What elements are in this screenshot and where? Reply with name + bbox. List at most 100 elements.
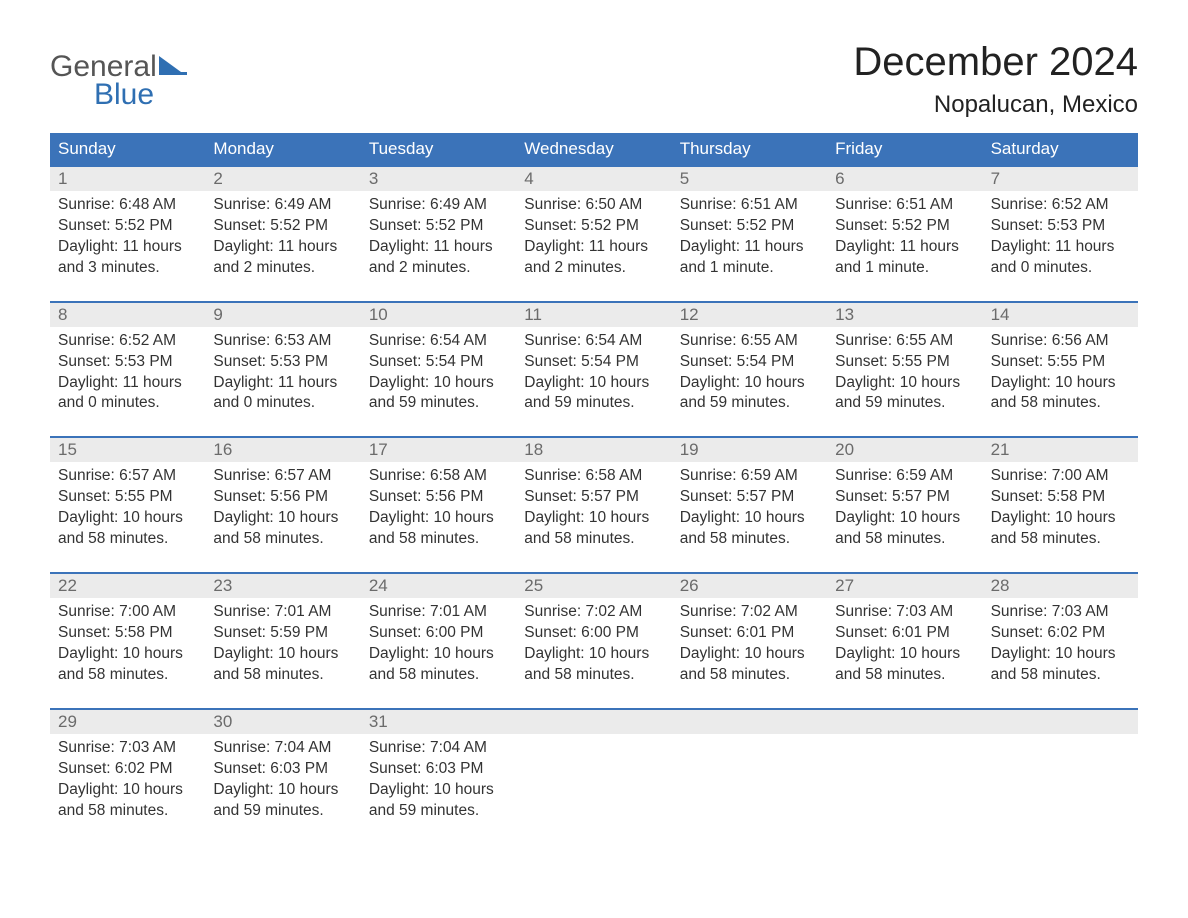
day-number	[672, 710, 827, 734]
sunset-text: Sunset: 6:03 PM	[369, 759, 508, 780]
daylight-text: Daylight: 10 hours and 58 minutes.	[58, 508, 197, 550]
calendar-day-header: Sunday Monday Tuesday Wednesday Thursday…	[50, 133, 1138, 165]
day-cell: Sunrise: 6:59 AMSunset: 5:57 PMDaylight:…	[672, 462, 827, 554]
sunset-text: Sunset: 5:52 PM	[213, 216, 352, 237]
day-cell: Sunrise: 6:57 AMSunset: 5:55 PMDaylight:…	[50, 462, 205, 554]
calendar-week: 22232425262728Sunrise: 7:00 AMSunset: 5:…	[50, 572, 1138, 690]
sunrise-text: Sunrise: 6:55 AM	[835, 331, 974, 352]
day-cell: Sunrise: 6:54 AMSunset: 5:54 PMDaylight:…	[361, 327, 516, 419]
sunset-text: Sunset: 5:55 PM	[835, 352, 974, 373]
daylight-text: Daylight: 10 hours and 58 minutes.	[680, 508, 819, 550]
daylight-text: Daylight: 10 hours and 58 minutes.	[991, 373, 1130, 415]
sunset-text: Sunset: 6:03 PM	[213, 759, 352, 780]
day-number: 28	[983, 574, 1138, 598]
day-cell: Sunrise: 7:03 AMSunset: 6:02 PMDaylight:…	[983, 598, 1138, 690]
sunset-text: Sunset: 5:54 PM	[369, 352, 508, 373]
sunset-text: Sunset: 5:55 PM	[991, 352, 1130, 373]
location-subtitle: Nopalucan, Mexico	[853, 91, 1138, 119]
calendar-week: 891011121314Sunrise: 6:52 AMSunset: 5:53…	[50, 301, 1138, 419]
sunset-text: Sunset: 6:00 PM	[369, 623, 508, 644]
day-number: 17	[361, 438, 516, 462]
day-number: 5	[672, 167, 827, 191]
daylight-text: Daylight: 11 hours and 0 minutes.	[991, 237, 1130, 279]
daylight-text: Daylight: 10 hours and 58 minutes.	[369, 644, 508, 686]
sunrise-text: Sunrise: 6:49 AM	[369, 195, 508, 216]
day-cell: Sunrise: 6:49 AMSunset: 5:52 PMDaylight:…	[361, 191, 516, 283]
day-cell: Sunrise: 7:02 AMSunset: 6:01 PMDaylight:…	[672, 598, 827, 690]
daylight-text: Daylight: 11 hours and 0 minutes.	[213, 373, 352, 415]
sunrise-text: Sunrise: 7:01 AM	[369, 602, 508, 623]
daylight-text: Daylight: 10 hours and 58 minutes.	[991, 508, 1130, 550]
day-number: 2	[205, 167, 360, 191]
day-number: 14	[983, 303, 1138, 327]
daylight-text: Daylight: 11 hours and 1 minute.	[835, 237, 974, 279]
sunset-text: Sunset: 5:55 PM	[58, 487, 197, 508]
sunrise-text: Sunrise: 6:51 AM	[835, 195, 974, 216]
day-number: 20	[827, 438, 982, 462]
sunrise-text: Sunrise: 6:58 AM	[524, 466, 663, 487]
day-number: 29	[50, 710, 205, 734]
day-number: 21	[983, 438, 1138, 462]
sunrise-text: Sunrise: 6:49 AM	[213, 195, 352, 216]
day-label-tuesday: Tuesday	[361, 133, 516, 165]
day-cell	[672, 734, 827, 826]
day-number: 24	[361, 574, 516, 598]
day-number: 11	[516, 303, 671, 327]
sunrise-text: Sunrise: 6:59 AM	[835, 466, 974, 487]
sunrise-text: Sunrise: 7:03 AM	[835, 602, 974, 623]
day-cell: Sunrise: 7:04 AMSunset: 6:03 PMDaylight:…	[361, 734, 516, 826]
daylight-text: Daylight: 10 hours and 58 minutes.	[991, 644, 1130, 686]
sunrise-text: Sunrise: 6:53 AM	[213, 331, 352, 352]
day-cell: Sunrise: 6:51 AMSunset: 5:52 PMDaylight:…	[672, 191, 827, 283]
day-cell: Sunrise: 6:48 AMSunset: 5:52 PMDaylight:…	[50, 191, 205, 283]
sunrise-text: Sunrise: 7:02 AM	[524, 602, 663, 623]
day-cell: Sunrise: 6:51 AMSunset: 5:52 PMDaylight:…	[827, 191, 982, 283]
weeks-container: 1234567Sunrise: 6:48 AMSunset: 5:52 PMDa…	[50, 165, 1138, 825]
sunset-text: Sunset: 6:02 PM	[991, 623, 1130, 644]
daylight-text: Daylight: 10 hours and 58 minutes.	[835, 644, 974, 686]
sunset-text: Sunset: 5:59 PM	[213, 623, 352, 644]
day-cell: Sunrise: 7:00 AMSunset: 5:58 PMDaylight:…	[50, 598, 205, 690]
sunset-text: Sunset: 5:52 PM	[58, 216, 197, 237]
sunrise-text: Sunrise: 6:57 AM	[58, 466, 197, 487]
day-cell: Sunrise: 7:03 AMSunset: 6:02 PMDaylight:…	[50, 734, 205, 826]
sunset-text: Sunset: 5:53 PM	[58, 352, 197, 373]
daylight-text: Daylight: 10 hours and 58 minutes.	[524, 508, 663, 550]
sunset-text: Sunset: 5:57 PM	[680, 487, 819, 508]
day-number: 31	[361, 710, 516, 734]
calendar: Sunday Monday Tuesday Wednesday Thursday…	[50, 133, 1138, 825]
sunset-text: Sunset: 5:57 PM	[524, 487, 663, 508]
flag-icon	[159, 56, 187, 81]
day-number: 3	[361, 167, 516, 191]
daylight-text: Daylight: 10 hours and 59 minutes.	[213, 780, 352, 822]
daylight-text: Daylight: 10 hours and 58 minutes.	[524, 644, 663, 686]
day-cell: Sunrise: 6:54 AMSunset: 5:54 PMDaylight:…	[516, 327, 671, 419]
sunrise-text: Sunrise: 6:52 AM	[991, 195, 1130, 216]
sunset-text: Sunset: 5:53 PM	[213, 352, 352, 373]
daylight-text: Daylight: 10 hours and 59 minutes.	[835, 373, 974, 415]
sunset-text: Sunset: 6:01 PM	[680, 623, 819, 644]
daylight-text: Daylight: 10 hours and 58 minutes.	[369, 508, 508, 550]
day-number: 30	[205, 710, 360, 734]
sunrise-text: Sunrise: 7:00 AM	[991, 466, 1130, 487]
sunrise-text: Sunrise: 6:51 AM	[680, 195, 819, 216]
daylight-text: Daylight: 11 hours and 1 minute.	[680, 237, 819, 279]
day-number: 6	[827, 167, 982, 191]
day-cell: Sunrise: 6:58 AMSunset: 5:56 PMDaylight:…	[361, 462, 516, 554]
daynum-row: 15161718192021	[50, 438, 1138, 462]
day-number: 25	[516, 574, 671, 598]
day-number: 9	[205, 303, 360, 327]
sunset-text: Sunset: 5:56 PM	[213, 487, 352, 508]
day-cell: Sunrise: 6:52 AMSunset: 5:53 PMDaylight:…	[983, 191, 1138, 283]
day-cell: Sunrise: 7:01 AMSunset: 5:59 PMDaylight:…	[205, 598, 360, 690]
page-title: December 2024	[853, 40, 1138, 85]
sunset-text: Sunset: 6:00 PM	[524, 623, 663, 644]
sunrise-text: Sunrise: 6:55 AM	[680, 331, 819, 352]
day-label-wednesday: Wednesday	[516, 133, 671, 165]
day-cell: Sunrise: 6:55 AMSunset: 5:54 PMDaylight:…	[672, 327, 827, 419]
day-cell: Sunrise: 7:00 AMSunset: 5:58 PMDaylight:…	[983, 462, 1138, 554]
sunrise-text: Sunrise: 7:03 AM	[991, 602, 1130, 623]
sunrise-text: Sunrise: 7:00 AM	[58, 602, 197, 623]
day-cell: Sunrise: 6:50 AMSunset: 5:52 PMDaylight:…	[516, 191, 671, 283]
daynum-row: 22232425262728	[50, 574, 1138, 598]
